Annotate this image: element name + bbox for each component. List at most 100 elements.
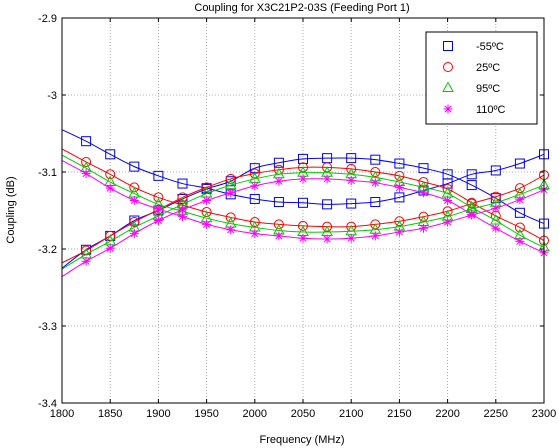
data-point-circle bbox=[322, 221, 333, 232]
data-point-circle bbox=[177, 192, 188, 203]
series-line bbox=[61, 129, 545, 205]
data-point-star bbox=[81, 169, 91, 179]
legend-label: 110ºC bbox=[476, 104, 506, 116]
data-point-square bbox=[273, 197, 284, 208]
star-stroke bbox=[203, 196, 211, 205]
data-point-star bbox=[153, 204, 163, 214]
series-star bbox=[61, 160, 549, 278]
star-stroke bbox=[227, 189, 235, 197]
star-stroke bbox=[82, 169, 90, 178]
data-point-circle bbox=[394, 170, 405, 181]
data-point-circle bbox=[81, 245, 92, 256]
y-tick-label: -2.9 bbox=[38, 13, 57, 25]
data-point-star bbox=[515, 195, 525, 205]
data-point-square bbox=[298, 153, 308, 164]
star-stroke bbox=[492, 204, 500, 212]
data-point-star bbox=[202, 195, 212, 205]
data-point-square bbox=[105, 149, 116, 160]
data-point-circle bbox=[298, 162, 308, 173]
data-point-square bbox=[370, 154, 381, 165]
data-point-square bbox=[153, 170, 164, 181]
star-stroke bbox=[492, 224, 500, 232]
data-point-square bbox=[466, 180, 477, 191]
data-point-star bbox=[443, 217, 453, 227]
star-stroke bbox=[251, 182, 259, 190]
star-stroke bbox=[275, 232, 283, 240]
data-point-circle bbox=[442, 206, 453, 217]
data-point-star bbox=[274, 176, 284, 186]
data-point-square bbox=[466, 169, 477, 180]
data-point-star bbox=[202, 219, 212, 229]
y-tick-label: -3 bbox=[47, 90, 57, 102]
data-point-circle bbox=[201, 182, 212, 193]
x-tick-label: 1850 bbox=[98, 408, 122, 420]
data-point-star bbox=[105, 183, 115, 193]
star-stroke bbox=[130, 230, 138, 238]
star-stroke bbox=[299, 234, 307, 242]
star-stroke bbox=[395, 228, 403, 236]
data-point-circle bbox=[514, 183, 525, 194]
data-point-star bbox=[322, 234, 332, 244]
data-point-star bbox=[467, 209, 477, 219]
data-point-circle bbox=[394, 216, 405, 227]
star-stroke bbox=[82, 257, 90, 265]
data-point-circle bbox=[249, 168, 260, 179]
star-stroke bbox=[323, 175, 331, 183]
data-point-star bbox=[419, 223, 428, 233]
legend-label: -55ºC bbox=[476, 41, 504, 53]
star-stroke bbox=[419, 224, 428, 232]
data-point-circle bbox=[201, 207, 212, 218]
data-point-circle bbox=[249, 217, 260, 228]
data-point-star bbox=[443, 104, 453, 114]
data-point-square bbox=[394, 192, 405, 203]
data-point-star bbox=[346, 175, 356, 185]
data-point-square bbox=[443, 41, 453, 51]
star-stroke bbox=[395, 183, 403, 191]
data-point-star bbox=[298, 174, 308, 184]
y-tick-label: -3.4 bbox=[38, 398, 57, 410]
data-point-star bbox=[515, 236, 525, 246]
star-stroke bbox=[227, 226, 235, 234]
star-stroke bbox=[106, 244, 114, 252]
star-stroke bbox=[371, 179, 379, 187]
data-point-star bbox=[298, 233, 308, 243]
data-point-circle bbox=[490, 191, 501, 202]
data-point-star bbox=[178, 205, 187, 215]
star-stroke bbox=[275, 177, 283, 185]
star-stroke bbox=[154, 205, 162, 213]
data-point-circle bbox=[225, 212, 236, 223]
data-point-square bbox=[177, 178, 188, 189]
x-tick-label: 2100 bbox=[339, 408, 363, 420]
star-stroke bbox=[299, 175, 307, 183]
chart-title: Coupling for X3C21P2-03S (Feeding Port 1… bbox=[194, 2, 409, 14]
data-point-square bbox=[514, 207, 525, 218]
data-point-star bbox=[250, 229, 260, 239]
x-tick-label: 2200 bbox=[435, 408, 459, 420]
data-point-star bbox=[443, 195, 453, 205]
data-point-circle bbox=[346, 163, 357, 174]
data-point-circle bbox=[418, 177, 429, 188]
data-point-square bbox=[346, 198, 357, 209]
data-point-star bbox=[81, 256, 91, 266]
data-point-square bbox=[370, 197, 381, 208]
data-point-square bbox=[442, 169, 453, 180]
data-point-circle bbox=[225, 173, 236, 184]
data-point-square bbox=[418, 163, 429, 174]
data-point-square bbox=[322, 199, 333, 210]
star-stroke bbox=[444, 105, 452, 113]
data-point-square bbox=[298, 197, 308, 208]
x-tick-label: 2000 bbox=[243, 408, 267, 420]
data-point-circle bbox=[105, 230, 116, 241]
data-point-circle bbox=[370, 219, 381, 230]
axis-ticks: 1800 1850 1900 1950 2000 2050 2100 2150 2200 2250… bbox=[38, 13, 556, 420]
data-point-square bbox=[490, 165, 501, 176]
star-stroke bbox=[251, 230, 259, 238]
data-point-circle bbox=[153, 192, 164, 203]
series-line bbox=[61, 154, 545, 233]
x-tick-label: 2250 bbox=[484, 408, 508, 420]
star-stroke bbox=[323, 235, 331, 243]
data-point-star bbox=[370, 231, 380, 241]
series-line bbox=[61, 172, 545, 270]
data-point-square bbox=[346, 153, 357, 164]
